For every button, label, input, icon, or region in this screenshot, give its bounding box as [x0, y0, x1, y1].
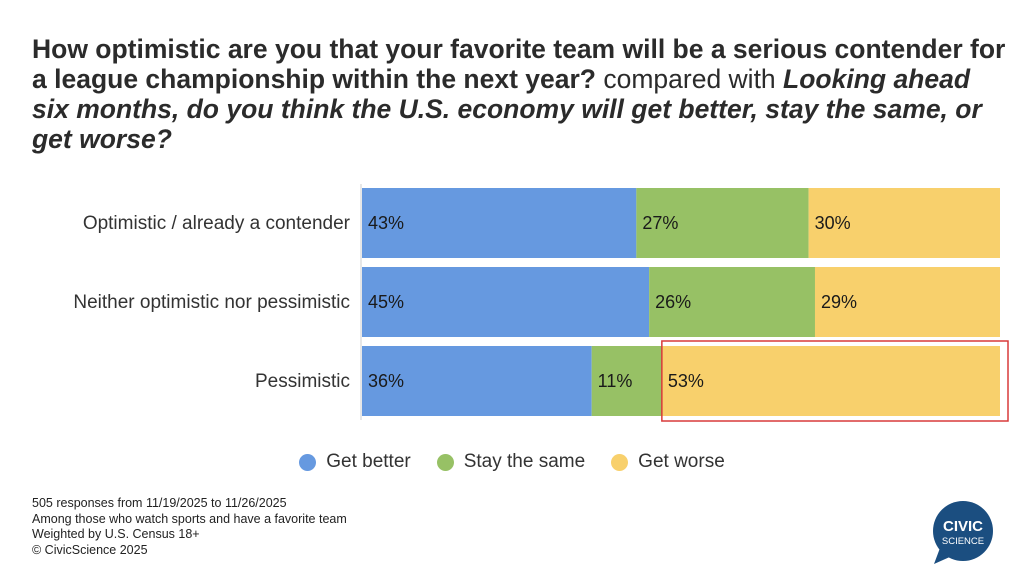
legend-item: Get better [299, 451, 411, 473]
bar-segment [661, 346, 1000, 416]
legend-label: Get worse [638, 451, 725, 472]
bar-value-label: 45% [368, 292, 404, 312]
bar-value-label: 36% [368, 371, 404, 391]
bar-segment [814, 267, 1000, 337]
legend-item: Stay the same [436, 451, 586, 473]
bar-segment [649, 267, 815, 337]
bar-segment [636, 188, 809, 258]
legend-label: Get better [326, 451, 411, 472]
footer-line: © CivicScience 2025 [32, 542, 148, 557]
footer-notes: 505 responses from 11/19/2025 to 11/26/2… [32, 496, 347, 558]
bar-segment [362, 188, 637, 258]
title-compared-with: compared with [595, 64, 784, 94]
legend-label: Stay the same [463, 451, 586, 472]
bar-value-label: 26% [655, 292, 691, 312]
category-label: Neither optimistic nor pessimistic [73, 292, 350, 313]
bar-value-label: 27% [642, 213, 678, 233]
bar-value-label: 29% [821, 292, 857, 312]
bar-value-label: 53% [668, 371, 704, 391]
bar-segment [591, 346, 662, 416]
category-label: Pessimistic [255, 371, 350, 392]
footer-line: 505 responses from 11/19/2025 to 11/26/2… [32, 496, 287, 510]
legend-swatch [436, 453, 454, 471]
logo-text-civic: CIVIC [943, 518, 983, 535]
legend-swatch [299, 453, 317, 471]
title-question-2: Looking ahead six months, do you think t… [32, 64, 982, 154]
bar-value-label: 30% [815, 213, 851, 233]
footer-line: Among those who watch sports and have a … [32, 511, 347, 526]
bar-value-label: 43% [368, 213, 404, 233]
logo-badge-shape [933, 501, 993, 561]
title-question-1: How optimistic are you that your favorit… [32, 34, 1006, 94]
bar-value-label: 11% [598, 371, 633, 391]
logo-text-science: SCIENCE [942, 536, 984, 547]
footer-line: Weighted by U.S. Census 18+ [32, 527, 200, 541]
civicscience-logo: CIVIC SCIENCE [933, 501, 993, 564]
category-label: Optimistic / already a contender [83, 213, 351, 234]
logo-speech-tail [934, 548, 952, 564]
bar-segment [808, 188, 1000, 258]
legend: Get better Stay the same Get worse [0, 451, 1024, 473]
stacked-bar-chart: Optimistic / already a contender 43% 27% 30… [73, 184, 1009, 422]
bar-segment [362, 346, 592, 416]
highlight-box [661, 340, 1009, 422]
legend-swatch [611, 453, 629, 471]
bar-segment [362, 267, 650, 337]
chart-title: How optimistic are you that your favorit… [32, 34, 1007, 154]
legend-item: Get worse [611, 451, 725, 473]
